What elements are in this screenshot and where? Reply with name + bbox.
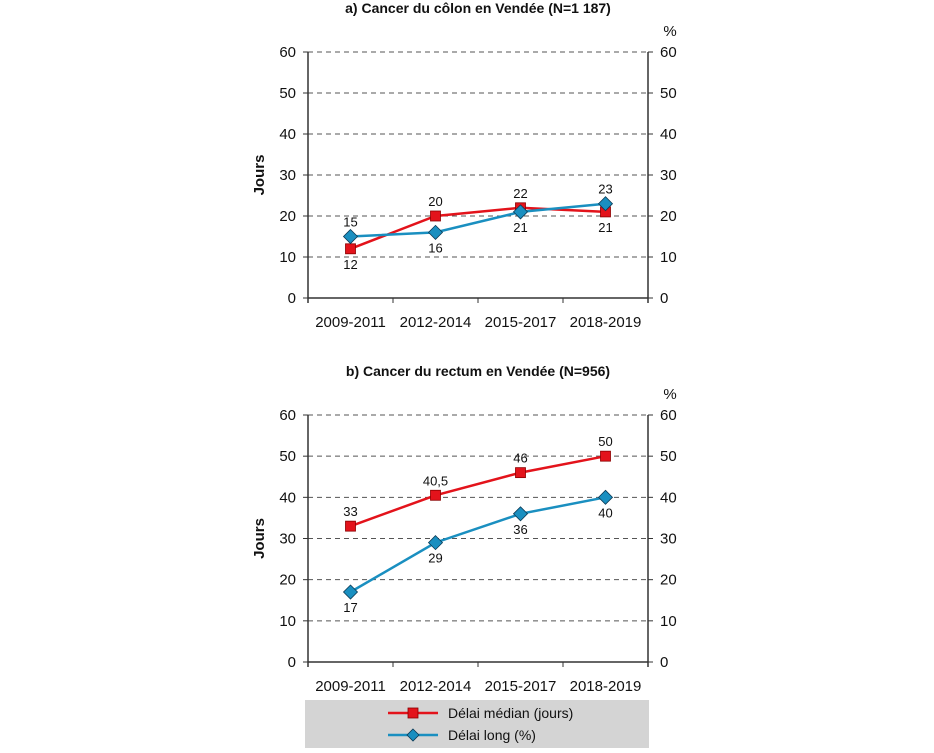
data-point-long (427, 535, 444, 551)
data-label: 46 (513, 451, 527, 466)
data-point-median (430, 210, 441, 222)
x-tick-label: 2018-2019 (570, 314, 642, 331)
y2-tick-label: 0 (660, 290, 668, 307)
data-point-median (345, 243, 356, 255)
data-point-long (342, 228, 359, 245)
y-tick-label: 40 (279, 489, 296, 506)
data-label: 15 (343, 215, 357, 230)
data-label: 21 (513, 220, 527, 235)
data-point-long (597, 489, 614, 505)
y2-tick-label: 30 (660, 167, 677, 184)
y2-tick-label: 20 (660, 208, 677, 225)
legend: Délai médian (jours) Délai long (%) (305, 700, 649, 748)
y-tick-label: 30 (279, 167, 296, 184)
chart-b-rectum: b) Cancer du rectum en Vendée (N=956)% Jo… (251, 363, 677, 695)
y-axis-label: Jours (251, 155, 268, 196)
y-tick-label: 60 (279, 44, 296, 61)
x-tick-label: 2009-2011 (315, 314, 386, 331)
y-tick-label: 30 (279, 531, 296, 548)
y-tick-label: 10 (279, 613, 296, 630)
series-line-median (350, 206, 606, 250)
chart-a-colon: a) Cancer du côlon en Vendée (N=1 187)% J… (251, 0, 677, 331)
x-tick-label: 2012-2014 (400, 678, 472, 695)
y2-tick-label: 10 (660, 249, 677, 266)
legend-long-marker (406, 728, 420, 742)
y2-tick-label: 30 (660, 531, 677, 548)
x-tick-label: 2012-2014 (400, 314, 472, 331)
y2-tick-label: 10 (660, 613, 677, 630)
y-tick-label: 60 (279, 407, 296, 424)
y2-tick-label: 0 (660, 654, 668, 671)
y-axis-label: Jours (251, 518, 268, 559)
y-tick-label: 0 (288, 290, 296, 307)
data-label: 20 (428, 194, 442, 209)
y2-axis-label: % (663, 23, 676, 40)
series-line-long (349, 496, 606, 594)
data-point-median (345, 520, 356, 532)
data-label: 33 (343, 504, 357, 519)
data-label: 40 (598, 505, 612, 520)
data-label: 22 (513, 186, 527, 201)
x-tick-label: 2015-2017 (485, 314, 557, 331)
data-point-median (600, 450, 611, 462)
y2-tick-label: 20 (660, 572, 677, 589)
x-tick-label: 2018-2019 (570, 678, 642, 695)
y2-tick-label: 40 (660, 489, 677, 506)
y-tick-label: 20 (279, 208, 296, 225)
y2-tick-label: 60 (660, 407, 677, 424)
data-label: 40,5 (423, 473, 448, 488)
data-label: 29 (428, 551, 442, 566)
y-tick-label: 50 (279, 85, 296, 102)
y2-tick-label: 50 (660, 85, 677, 102)
y2-axis-label: % (663, 386, 676, 403)
data-point-long (427, 224, 444, 240)
chart-title: a) Cancer du côlon en Vendée (N=1 187) (345, 0, 611, 16)
y-tick-label: 20 (279, 572, 296, 589)
data-label: 17 (343, 600, 357, 615)
data-point-long (597, 196, 614, 212)
data-point-median (430, 489, 441, 501)
data-label: 36 (513, 522, 527, 537)
data-point-long (512, 506, 529, 522)
x-tick-label: 2015-2017 (485, 678, 557, 695)
data-label: 12 (343, 257, 357, 272)
series-line-median (350, 454, 606, 528)
data-point-median (515, 467, 526, 479)
data-label: 50 (598, 434, 612, 449)
y-tick-label: 50 (279, 448, 296, 465)
series-line-long (350, 202, 606, 238)
data-point-long (342, 584, 359, 600)
legend-box (305, 700, 649, 748)
data-label: 16 (428, 240, 442, 255)
x-tick-label: 2009-2011 (315, 678, 386, 695)
legend-long-label: Délai long (%) (448, 727, 536, 743)
data-label: 21 (598, 220, 612, 235)
y2-tick-label: 60 (660, 44, 677, 61)
y2-tick-label: 40 (660, 126, 677, 143)
data-label: 23 (598, 182, 612, 197)
y2-tick-label: 50 (660, 448, 677, 465)
data-point-long (512, 204, 529, 220)
chart-title: b) Cancer du rectum en Vendée (N=956) (346, 363, 610, 379)
y-tick-label: 10 (279, 249, 296, 266)
y-tick-label: 0 (288, 654, 296, 671)
legend-median-marker (407, 707, 419, 719)
y-tick-label: 40 (279, 126, 296, 143)
legend-median-label: Délai médian (jours) (448, 705, 573, 721)
